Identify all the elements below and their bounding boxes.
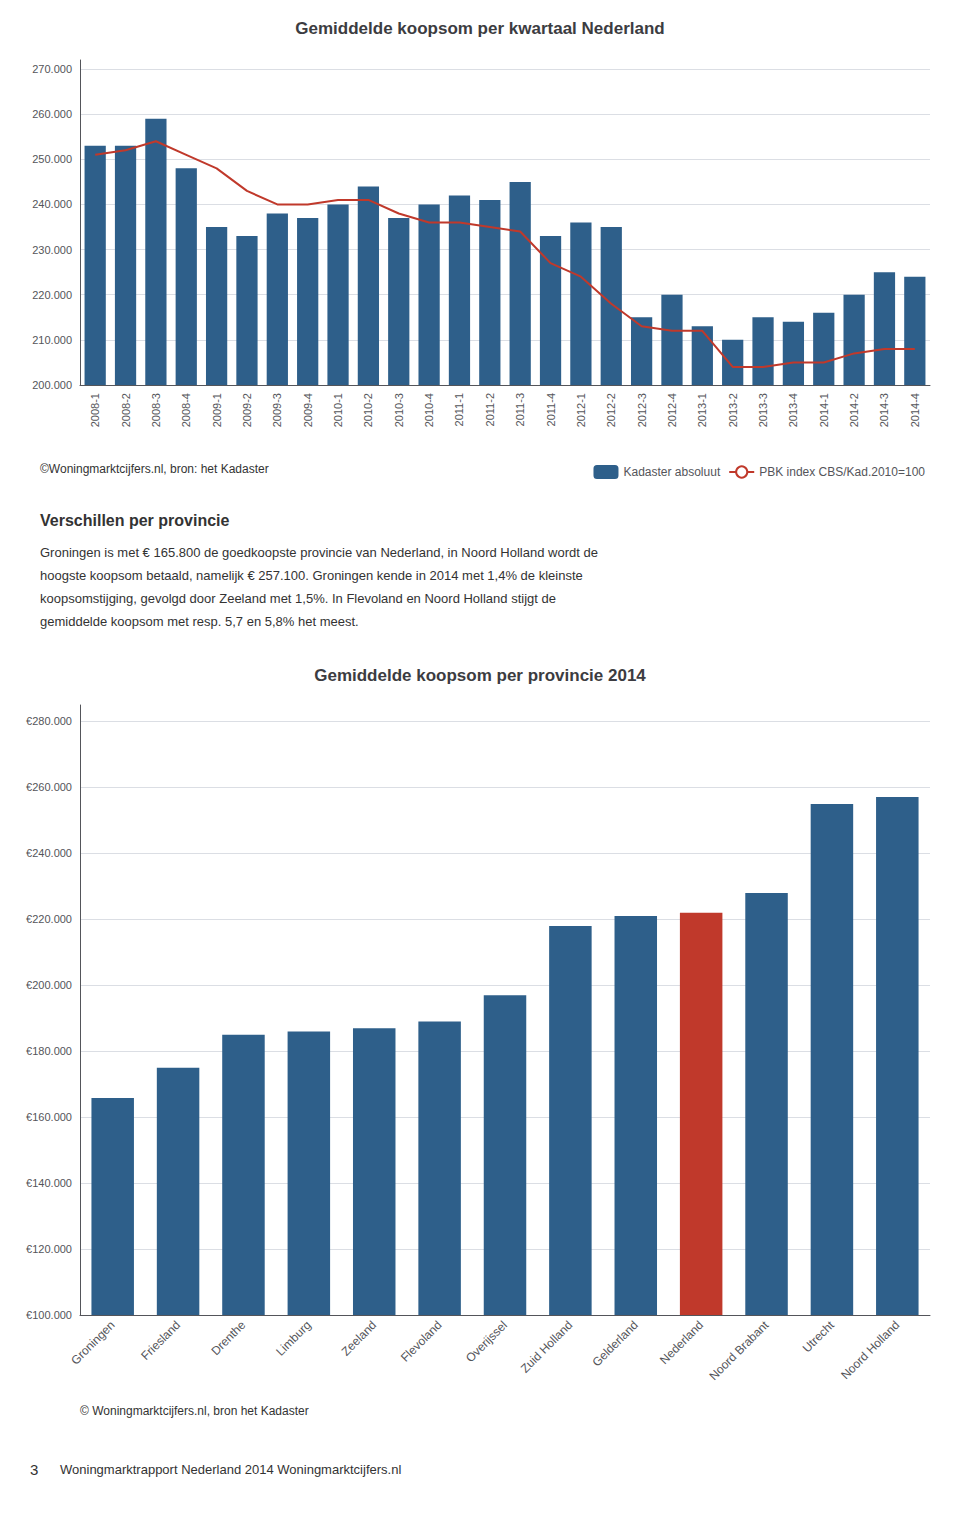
svg-text:2012-2: 2012-2 — [605, 393, 617, 427]
svg-text:Friesland: Friesland — [138, 1318, 183, 1363]
svg-text:Zuid Holland: Zuid Holland — [518, 1318, 575, 1375]
svg-text:2009-3: 2009-3 — [271, 393, 283, 427]
svg-text:240.000: 240.000 — [32, 198, 72, 210]
svg-text:2010-4: 2010-4 — [423, 393, 435, 427]
svg-text:270.000: 270.000 — [32, 63, 72, 75]
svg-text:2011-3: 2011-3 — [514, 393, 526, 426]
svg-text:Noord Holland: Noord Holland — [838, 1318, 902, 1382]
svg-text:2014-1: 2014-1 — [818, 393, 830, 427]
svg-text:€120.000: €120.000 — [26, 1243, 72, 1255]
svg-text:2009-2: 2009-2 — [241, 393, 253, 427]
svg-text:200.000: 200.000 — [32, 379, 72, 391]
svg-text:Zeeland: Zeeland — [339, 1318, 380, 1359]
svg-text:€260.000: €260.000 — [26, 781, 72, 793]
svg-text:hoogste koopsom betaald, namel: hoogste koopsom betaald, namelijk € 257.… — [40, 568, 583, 583]
svg-text:2013-3: 2013-3 — [757, 393, 769, 427]
svg-text:gemiddelde koopsom met resp. 5: gemiddelde koopsom met resp. 5,7 en 5,8%… — [40, 614, 359, 629]
svg-text:€100.000: €100.000 — [26, 1309, 72, 1321]
svg-text:Verschillen per provincie: Verschillen per provincie — [40, 512, 230, 529]
svg-text:2009-1: 2009-1 — [211, 393, 223, 427]
svg-text:Drenthe: Drenthe — [208, 1318, 248, 1358]
svg-text:Nederland: Nederland — [657, 1318, 706, 1367]
svg-text:Gemiddelde koopsom per kwartaa: Gemiddelde koopsom per kwartaal Nederlan… — [295, 19, 664, 38]
svg-text:€180.000: €180.000 — [26, 1045, 72, 1057]
svg-text:€160.000: €160.000 — [26, 1111, 72, 1123]
svg-text:Noord Brabant: Noord Brabant — [706, 1318, 771, 1383]
svg-text:2010-3: 2010-3 — [393, 393, 405, 427]
svg-text:€200.000: €200.000 — [26, 979, 72, 991]
svg-text:220.000: 220.000 — [32, 289, 72, 301]
svg-text:2011-2: 2011-2 — [484, 393, 496, 426]
svg-text:2011-1: 2011-1 — [453, 393, 465, 426]
svg-text:3: 3 — [30, 1461, 38, 1478]
svg-text:Flevoland: Flevoland — [398, 1318, 445, 1365]
svg-text:2014-3: 2014-3 — [878, 393, 890, 427]
svg-text:Gemiddelde koopsom per provinc: Gemiddelde koopsom per provincie 2014 — [314, 666, 646, 685]
svg-text:2013-1: 2013-1 — [696, 393, 708, 427]
svg-text:€220.000: €220.000 — [26, 913, 72, 925]
svg-text:koopsomstijging, gevolgd door: koopsomstijging, gevolgd door Zeeland me… — [40, 591, 556, 606]
svg-text:Gelderland: Gelderland — [589, 1318, 640, 1369]
svg-text:2008-4: 2008-4 — [180, 393, 192, 427]
svg-text:€140.000: €140.000 — [26, 1177, 72, 1189]
svg-text:250.000: 250.000 — [32, 153, 72, 165]
svg-text:230.000: 230.000 — [32, 244, 72, 256]
svg-text:2010-2: 2010-2 — [362, 393, 374, 427]
svg-text:210.000: 210.000 — [32, 334, 72, 346]
svg-text:2014-2: 2014-2 — [848, 393, 860, 427]
svg-text:©Woningmarktcijfers.nl, bron:: ©Woningmarktcijfers.nl, bron: het Kadast… — [40, 462, 269, 476]
svg-text:Woningmarktrapport Nederland 2: Woningmarktrapport Nederland 2014 Woning… — [60, 1462, 401, 1477]
svg-text:2009-4: 2009-4 — [302, 393, 314, 427]
svg-text:Utrecht: Utrecht — [800, 1318, 838, 1356]
svg-text:Groningen is met € 165.800 de: Groningen is met € 165.800 de goedkoopst… — [40, 545, 598, 560]
svg-text:2012-3: 2012-3 — [636, 393, 648, 427]
svg-text:2013-4: 2013-4 — [787, 393, 799, 427]
svg-text:2008-2: 2008-2 — [120, 393, 132, 427]
svg-text:Overijssel: Overijssel — [463, 1318, 510, 1365]
svg-text:260.000: 260.000 — [32, 108, 72, 120]
svg-text:2008-1: 2008-1 — [89, 393, 101, 427]
svg-text:2012-1: 2012-1 — [575, 393, 587, 427]
svg-text:2008-3: 2008-3 — [150, 393, 162, 427]
svg-text:© Woningmarktcijfers.nl, bron: © Woningmarktcijfers.nl, bron het Kadast… — [80, 1404, 309, 1418]
svg-text:2012-4: 2012-4 — [666, 393, 678, 427]
svg-text:Groningen: Groningen — [68, 1318, 117, 1367]
svg-text:2014-4: 2014-4 — [909, 393, 921, 427]
svg-text:Limburg: Limburg — [273, 1318, 314, 1359]
svg-text:€240.000: €240.000 — [26, 847, 72, 859]
svg-text:€280.000: €280.000 — [26, 715, 72, 727]
svg-text:2010-1: 2010-1 — [332, 393, 344, 427]
svg-text:Kadaster absoluut: Kadaster absoluut — [623, 465, 720, 479]
svg-text:PBK index CBS/Kad.2010=100: PBK index CBS/Kad.2010=100 — [759, 465, 925, 479]
svg-text:2013-2: 2013-2 — [727, 393, 739, 427]
svg-text:2011-4: 2011-4 — [545, 393, 557, 426]
